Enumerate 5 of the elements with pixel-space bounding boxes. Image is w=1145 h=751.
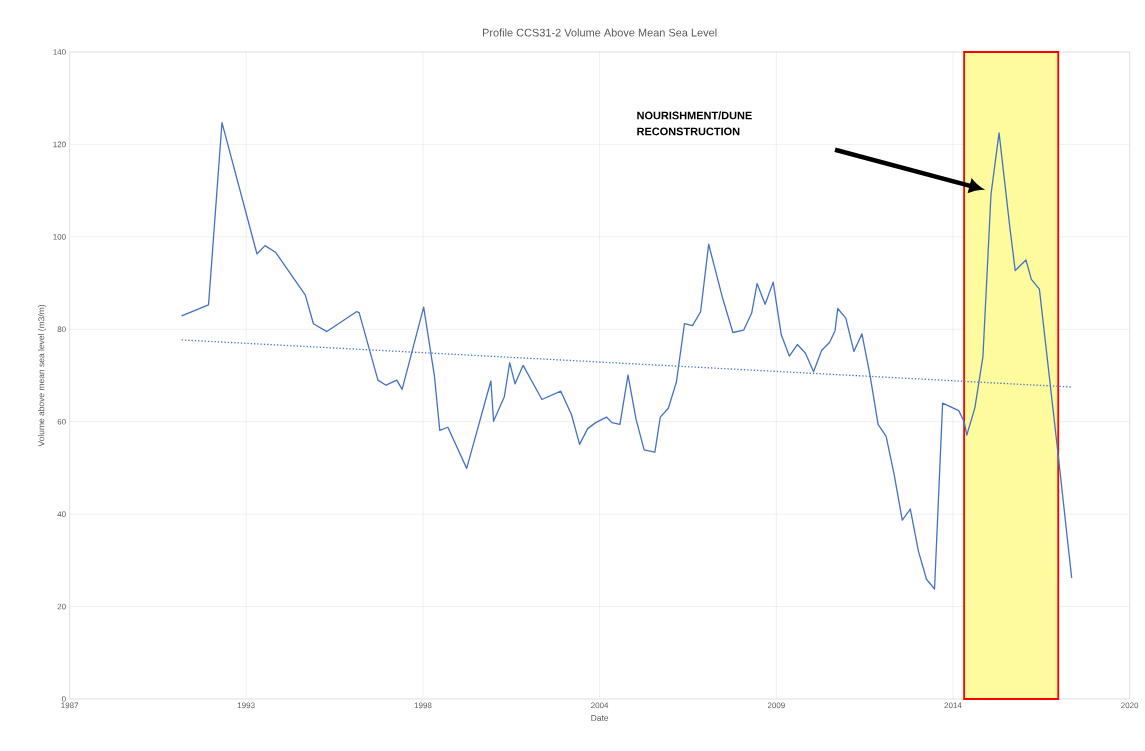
chart-title: Profile CCS31-2 Volume Above Mean Sea Level: [482, 28, 717, 37]
y-axis-title: Volume above mean sea level (m3/m): [38, 304, 46, 447]
x-axis-title: Date: [591, 714, 609, 721]
line-series: [181, 122, 1073, 590]
annotation: NOURISHMENT/DUNE RECONSTRUCTION: [637, 111, 752, 136]
